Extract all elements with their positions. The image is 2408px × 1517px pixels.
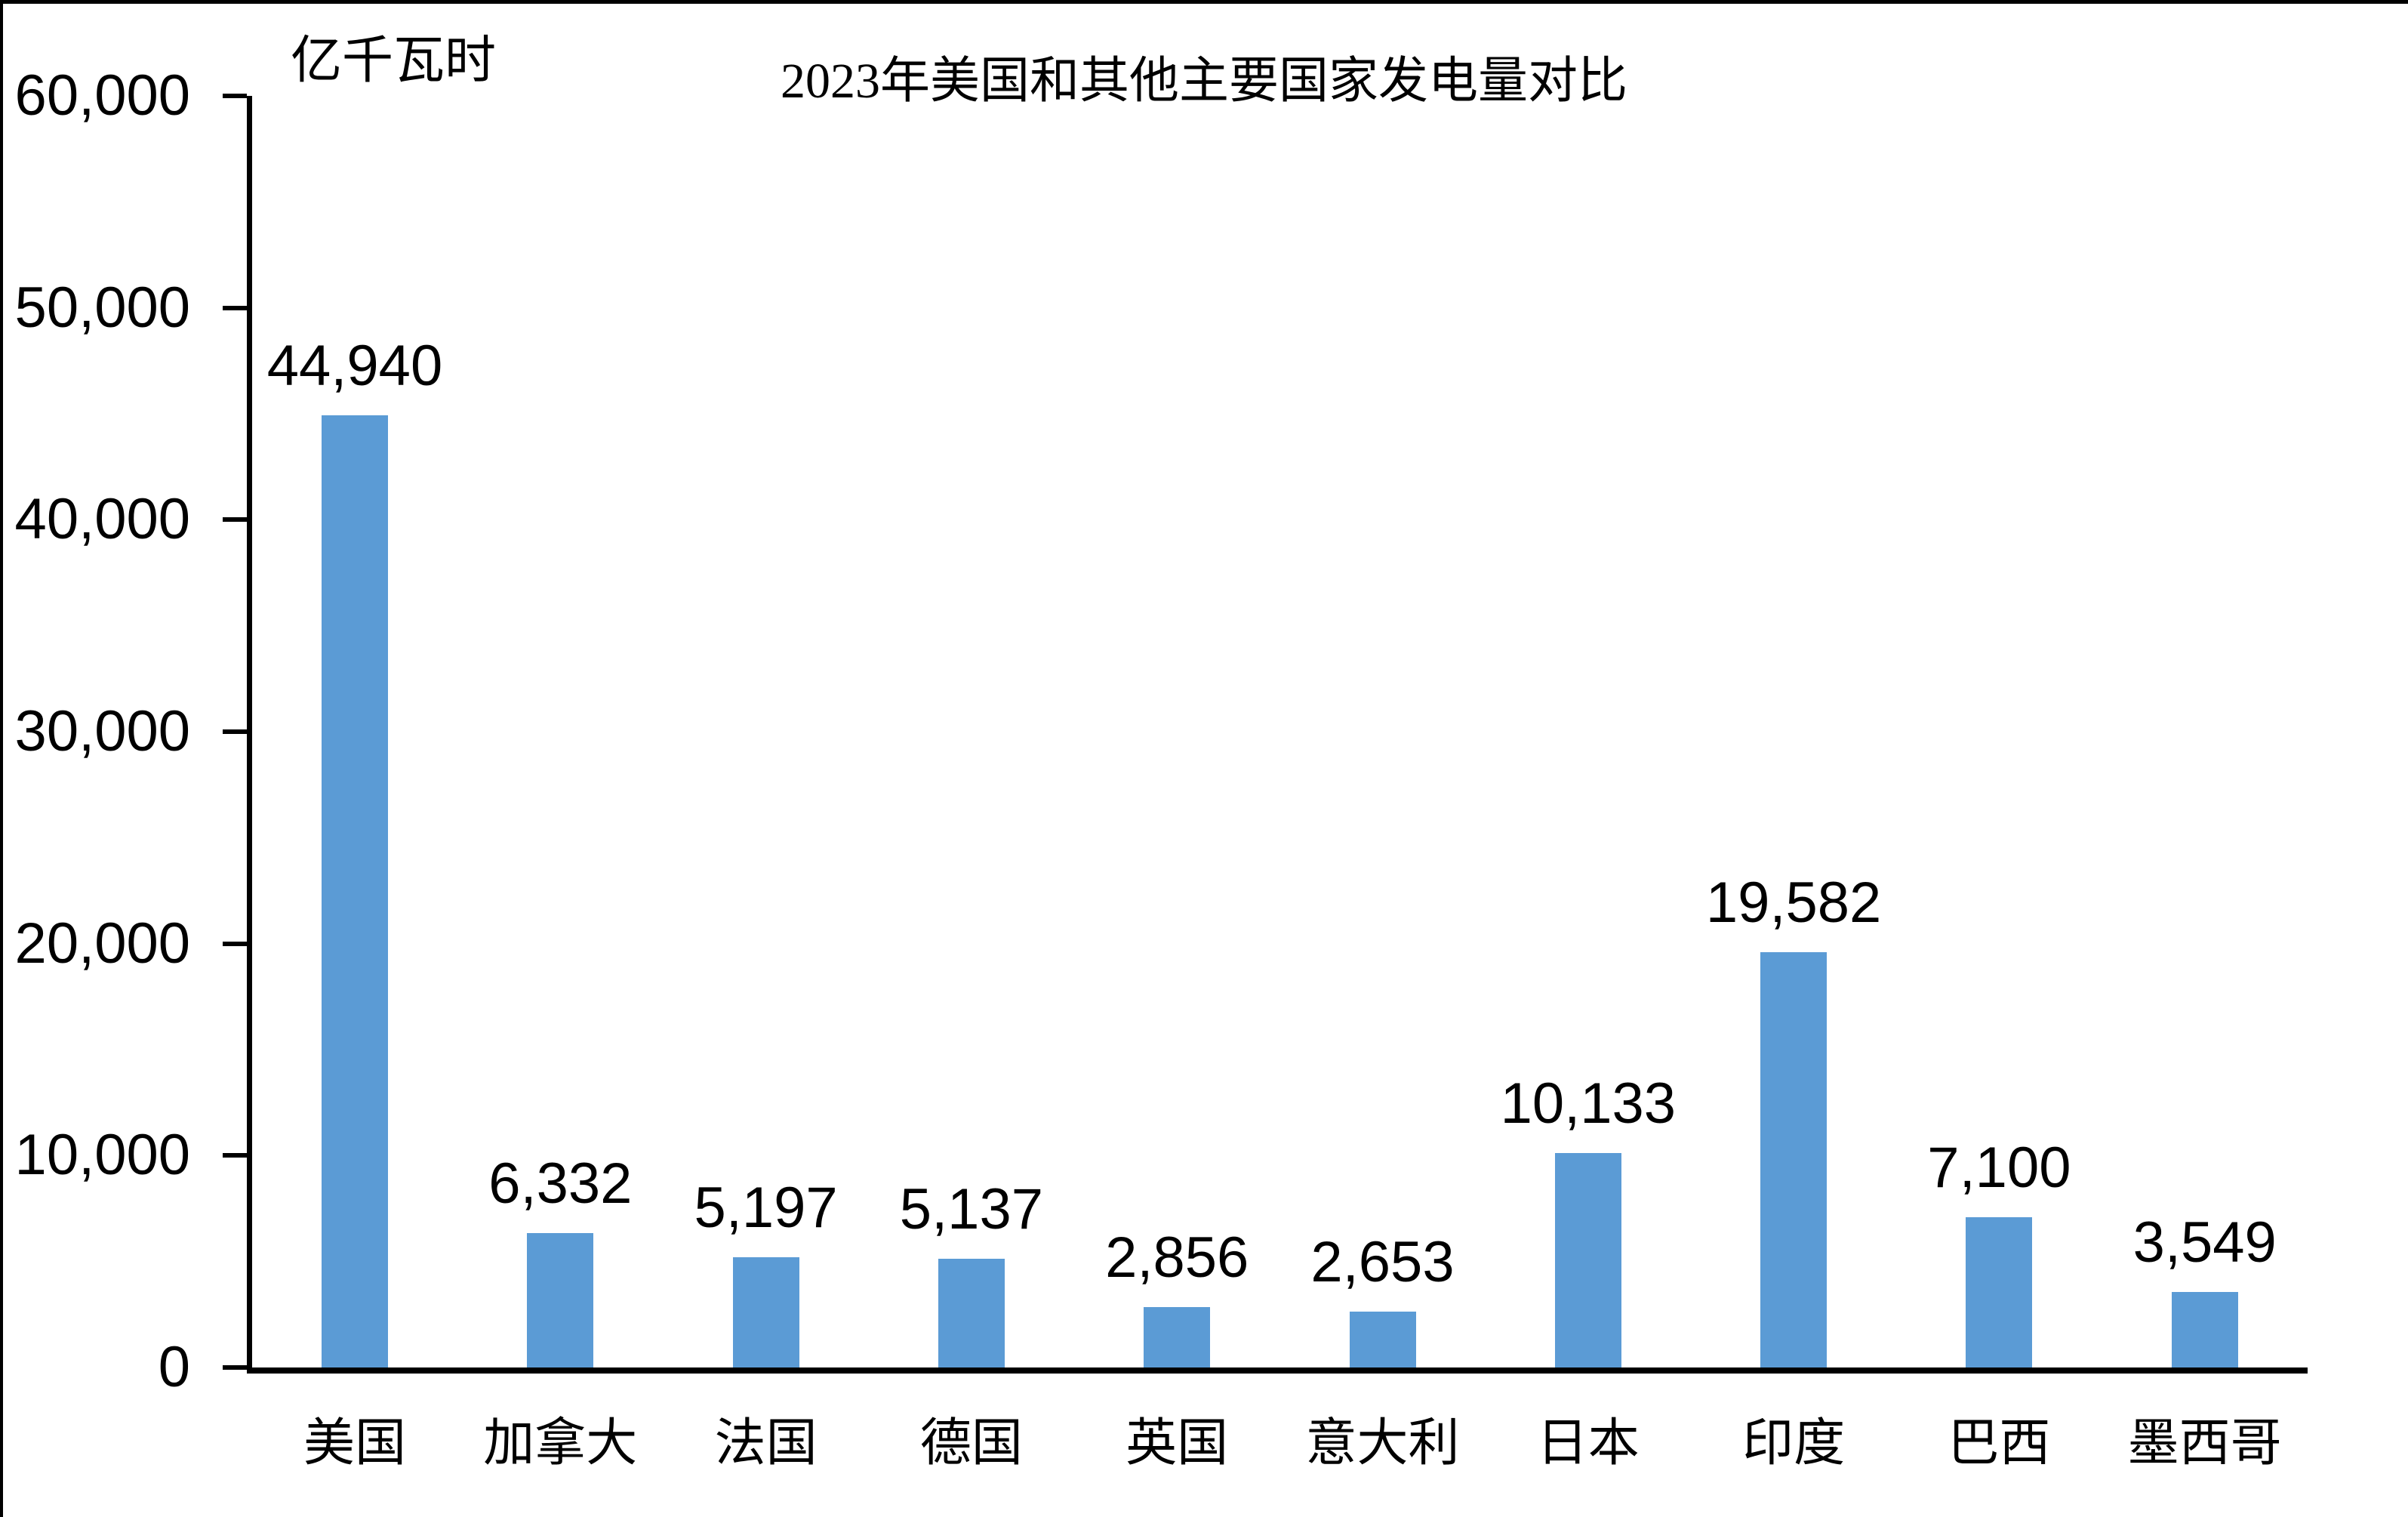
y-axis-tick-mark (223, 941, 247, 946)
bar-1 (527, 1233, 594, 1367)
bar-2 (732, 1257, 799, 1367)
x-axis-label-6: 日本 (1536, 1414, 1640, 1472)
bar-3 (938, 1258, 1005, 1367)
bar-4 (1144, 1306, 1211, 1367)
y-axis-line (247, 96, 252, 1371)
bar-0 (322, 415, 388, 1367)
x-axis-label-3: 德国 (919, 1414, 1023, 1472)
bar-value-label: 44,940 (266, 333, 443, 398)
x-axis-label-0: 美国 (303, 1414, 406, 1472)
chart-title: 2023年美国和其他主要国家发电量对比 (781, 54, 1627, 109)
bar-value-label: 3,549 (2132, 1210, 2277, 1275)
bar-5 (1349, 1311, 1416, 1367)
y-axis-tick-label: 60,000 (14, 63, 190, 128)
y-axis-tick-mark (223, 1153, 247, 1158)
y-axis-tick-mark (223, 517, 247, 523)
y-axis-tick-label: 10,000 (14, 1123, 190, 1188)
y-axis-tick-mark (223, 1365, 247, 1370)
y-axis-tick-label: 20,000 (14, 911, 190, 976)
y-axis-tick-label: 0 (158, 1335, 190, 1399)
x-axis-label-1: 加拿大 (483, 1414, 638, 1472)
x-axis-label-2: 法国 (714, 1414, 818, 1472)
x-axis-label-4: 英国 (1125, 1414, 1229, 1472)
y-axis-tick-label: 40,000 (14, 487, 190, 552)
bar-9 (2171, 1292, 2238, 1367)
bar-7 (1760, 952, 1828, 1367)
x-axis-label-9: 墨西哥 (2127, 1414, 2282, 1472)
x-axis-label-7: 印度 (1742, 1414, 1846, 1472)
bar-value-label: 6,332 (488, 1152, 633, 1216)
x-axis-line (247, 1367, 2308, 1374)
bar-value-label: 19,582 (1705, 871, 1882, 936)
x-axis-label-8: 巴西 (1948, 1414, 2051, 1472)
bar-value-label: 10,133 (1500, 1071, 1677, 1136)
bar-6 (1554, 1152, 1621, 1367)
y-axis-tick-label: 50,000 (14, 275, 190, 340)
y-axis-tick-label: 30,000 (14, 699, 190, 763)
y-axis-unit-label: 亿千瓦时 (291, 32, 497, 89)
bar-value-label: 5,197 (694, 1176, 838, 1241)
bar-value-label: 5,137 (899, 1176, 1043, 1241)
y-axis-tick-mark (223, 305, 247, 310)
bar-value-label: 7,100 (1927, 1135, 2071, 1200)
bar-value-label: 2,856 (1105, 1225, 1249, 1290)
y-axis-tick-mark (223, 729, 247, 734)
bar-value-label: 2,653 (1310, 1229, 1455, 1294)
y-axis-tick-mark (223, 94, 247, 98)
image-left-border (0, 0, 3, 1517)
x-axis-label-5: 意大利 (1305, 1414, 1460, 1472)
bar-8 (1966, 1216, 2033, 1367)
image-top-border (0, 0, 2408, 4)
